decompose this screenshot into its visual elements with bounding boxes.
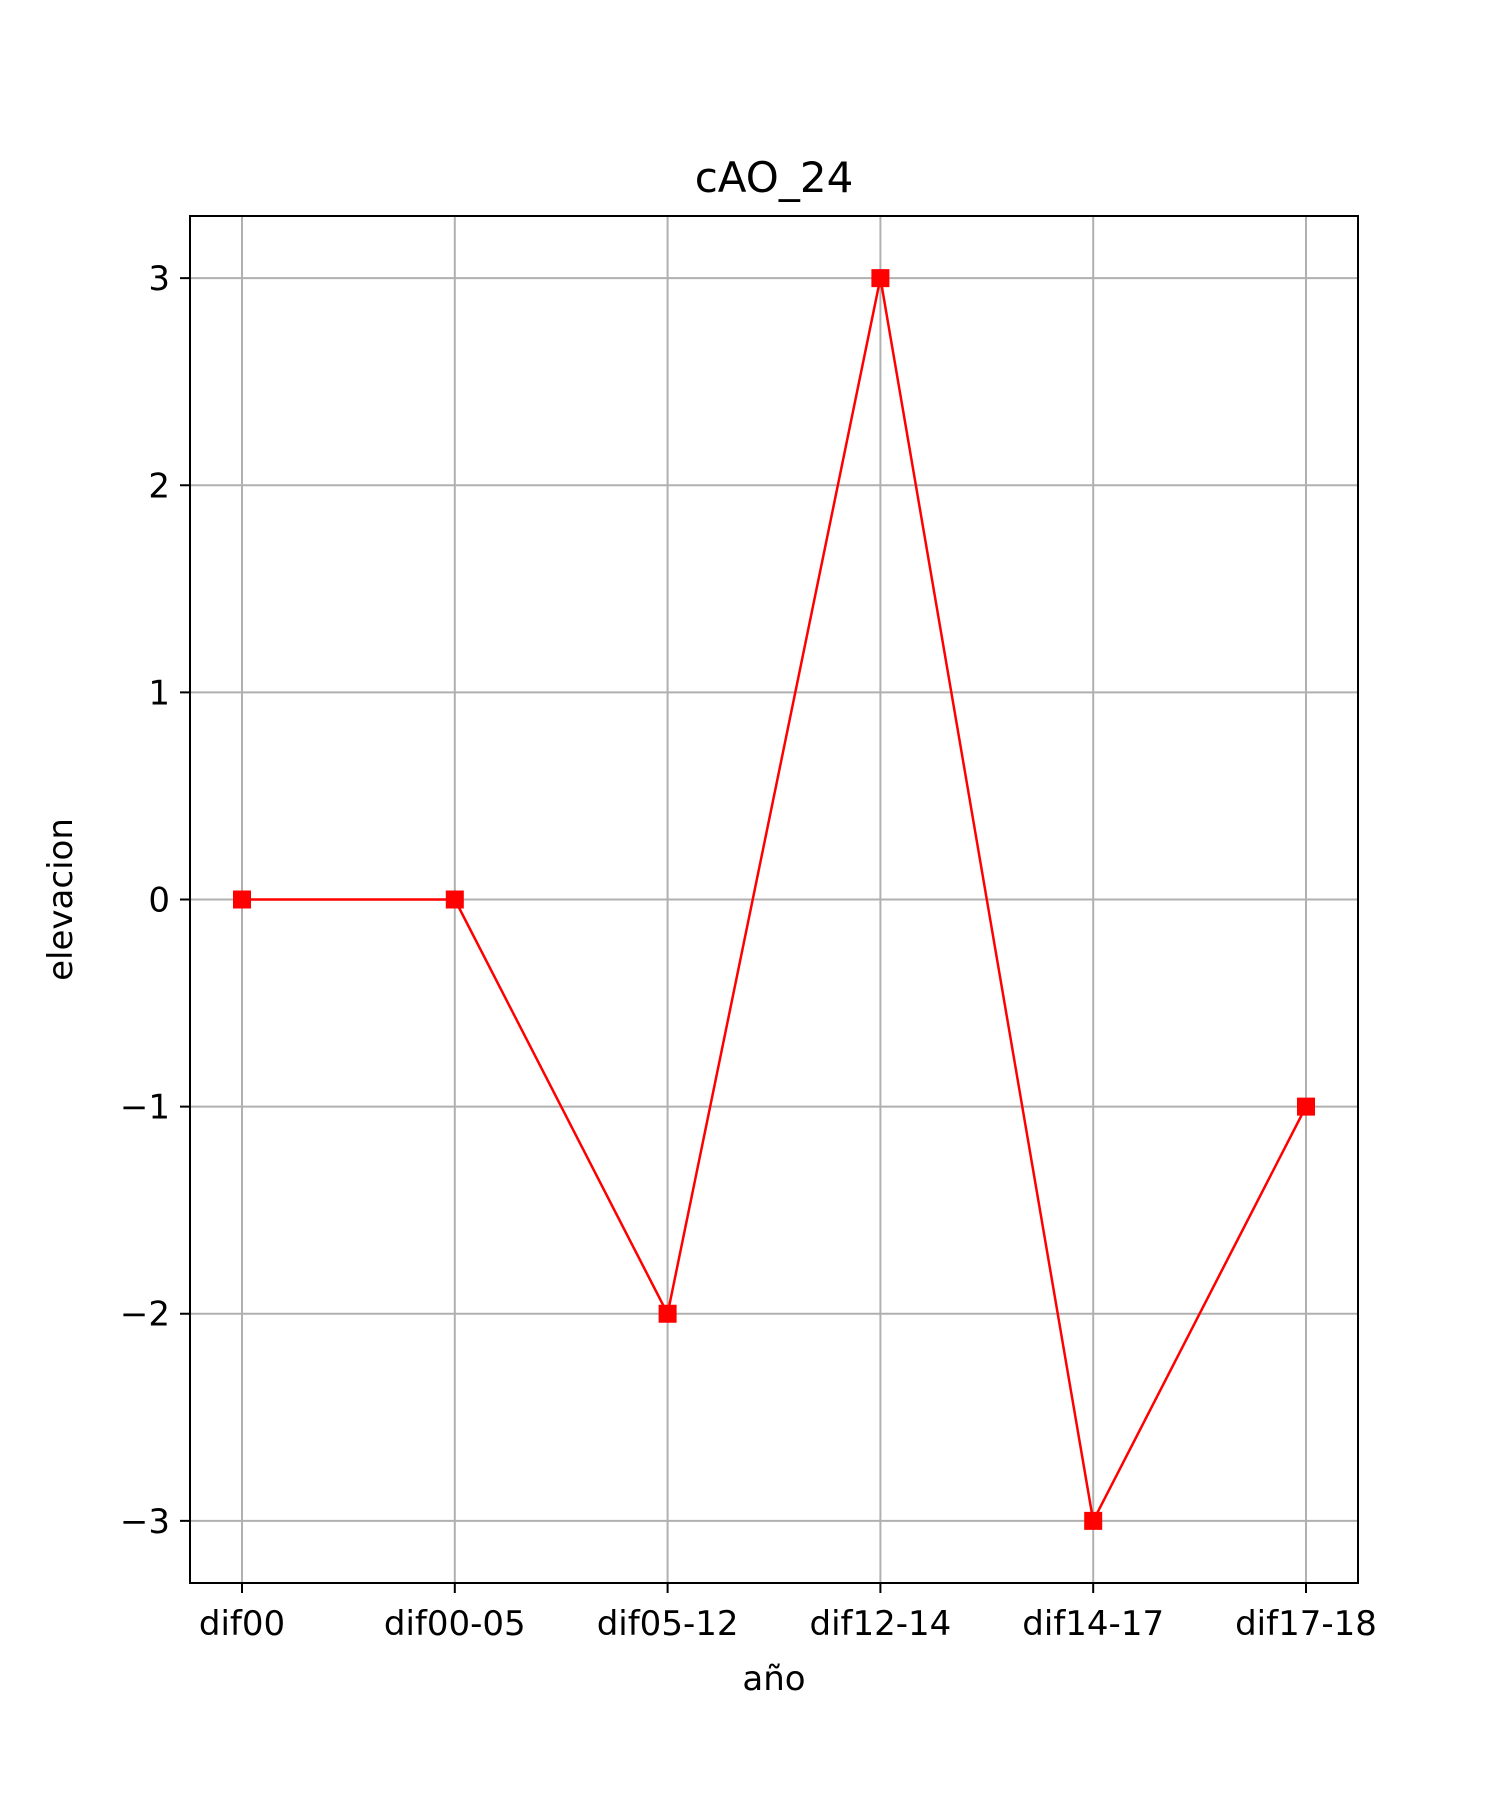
y-tick-label: −1: [120, 1088, 170, 1128]
data-point-marker: [871, 269, 890, 288]
x-tick-label: dif05-12: [597, 1604, 739, 1644]
y-tick-label: 1: [148, 673, 170, 713]
y-tick-label: 2: [148, 466, 170, 506]
data-point-marker: [1084, 1511, 1103, 1530]
chart-title: cAO_24: [695, 153, 854, 202]
series-layer: [233, 269, 1315, 1530]
x-tick-label: dif17-18: [1235, 1604, 1377, 1644]
data-point-marker: [658, 1304, 677, 1323]
x-tick-label: dif00-05: [384, 1604, 526, 1644]
series-line: [242, 276, 1308, 1523]
data-point-marker: [1297, 1097, 1315, 1116]
y-axis-title: elevacion: [41, 818, 81, 981]
y-tick-label: −2: [120, 1295, 170, 1335]
x-axis-title: año: [742, 1659, 805, 1699]
x-tick-label: dif14-17: [1022, 1604, 1164, 1644]
data-point-marker: [445, 890, 464, 909]
y-tick-label: 3: [148, 259, 170, 299]
x-tick-label: dif00: [199, 1604, 285, 1644]
data-point-marker: [233, 890, 251, 909]
y-tick-label: −3: [120, 1502, 170, 1542]
ticks-layer: dif00 dif00-05 dif05-12 dif12-14 dif14-17 dif…: [120, 259, 1377, 1644]
x-tick-label: dif12-14: [810, 1604, 952, 1644]
y-tick-label: 0: [148, 881, 170, 921]
